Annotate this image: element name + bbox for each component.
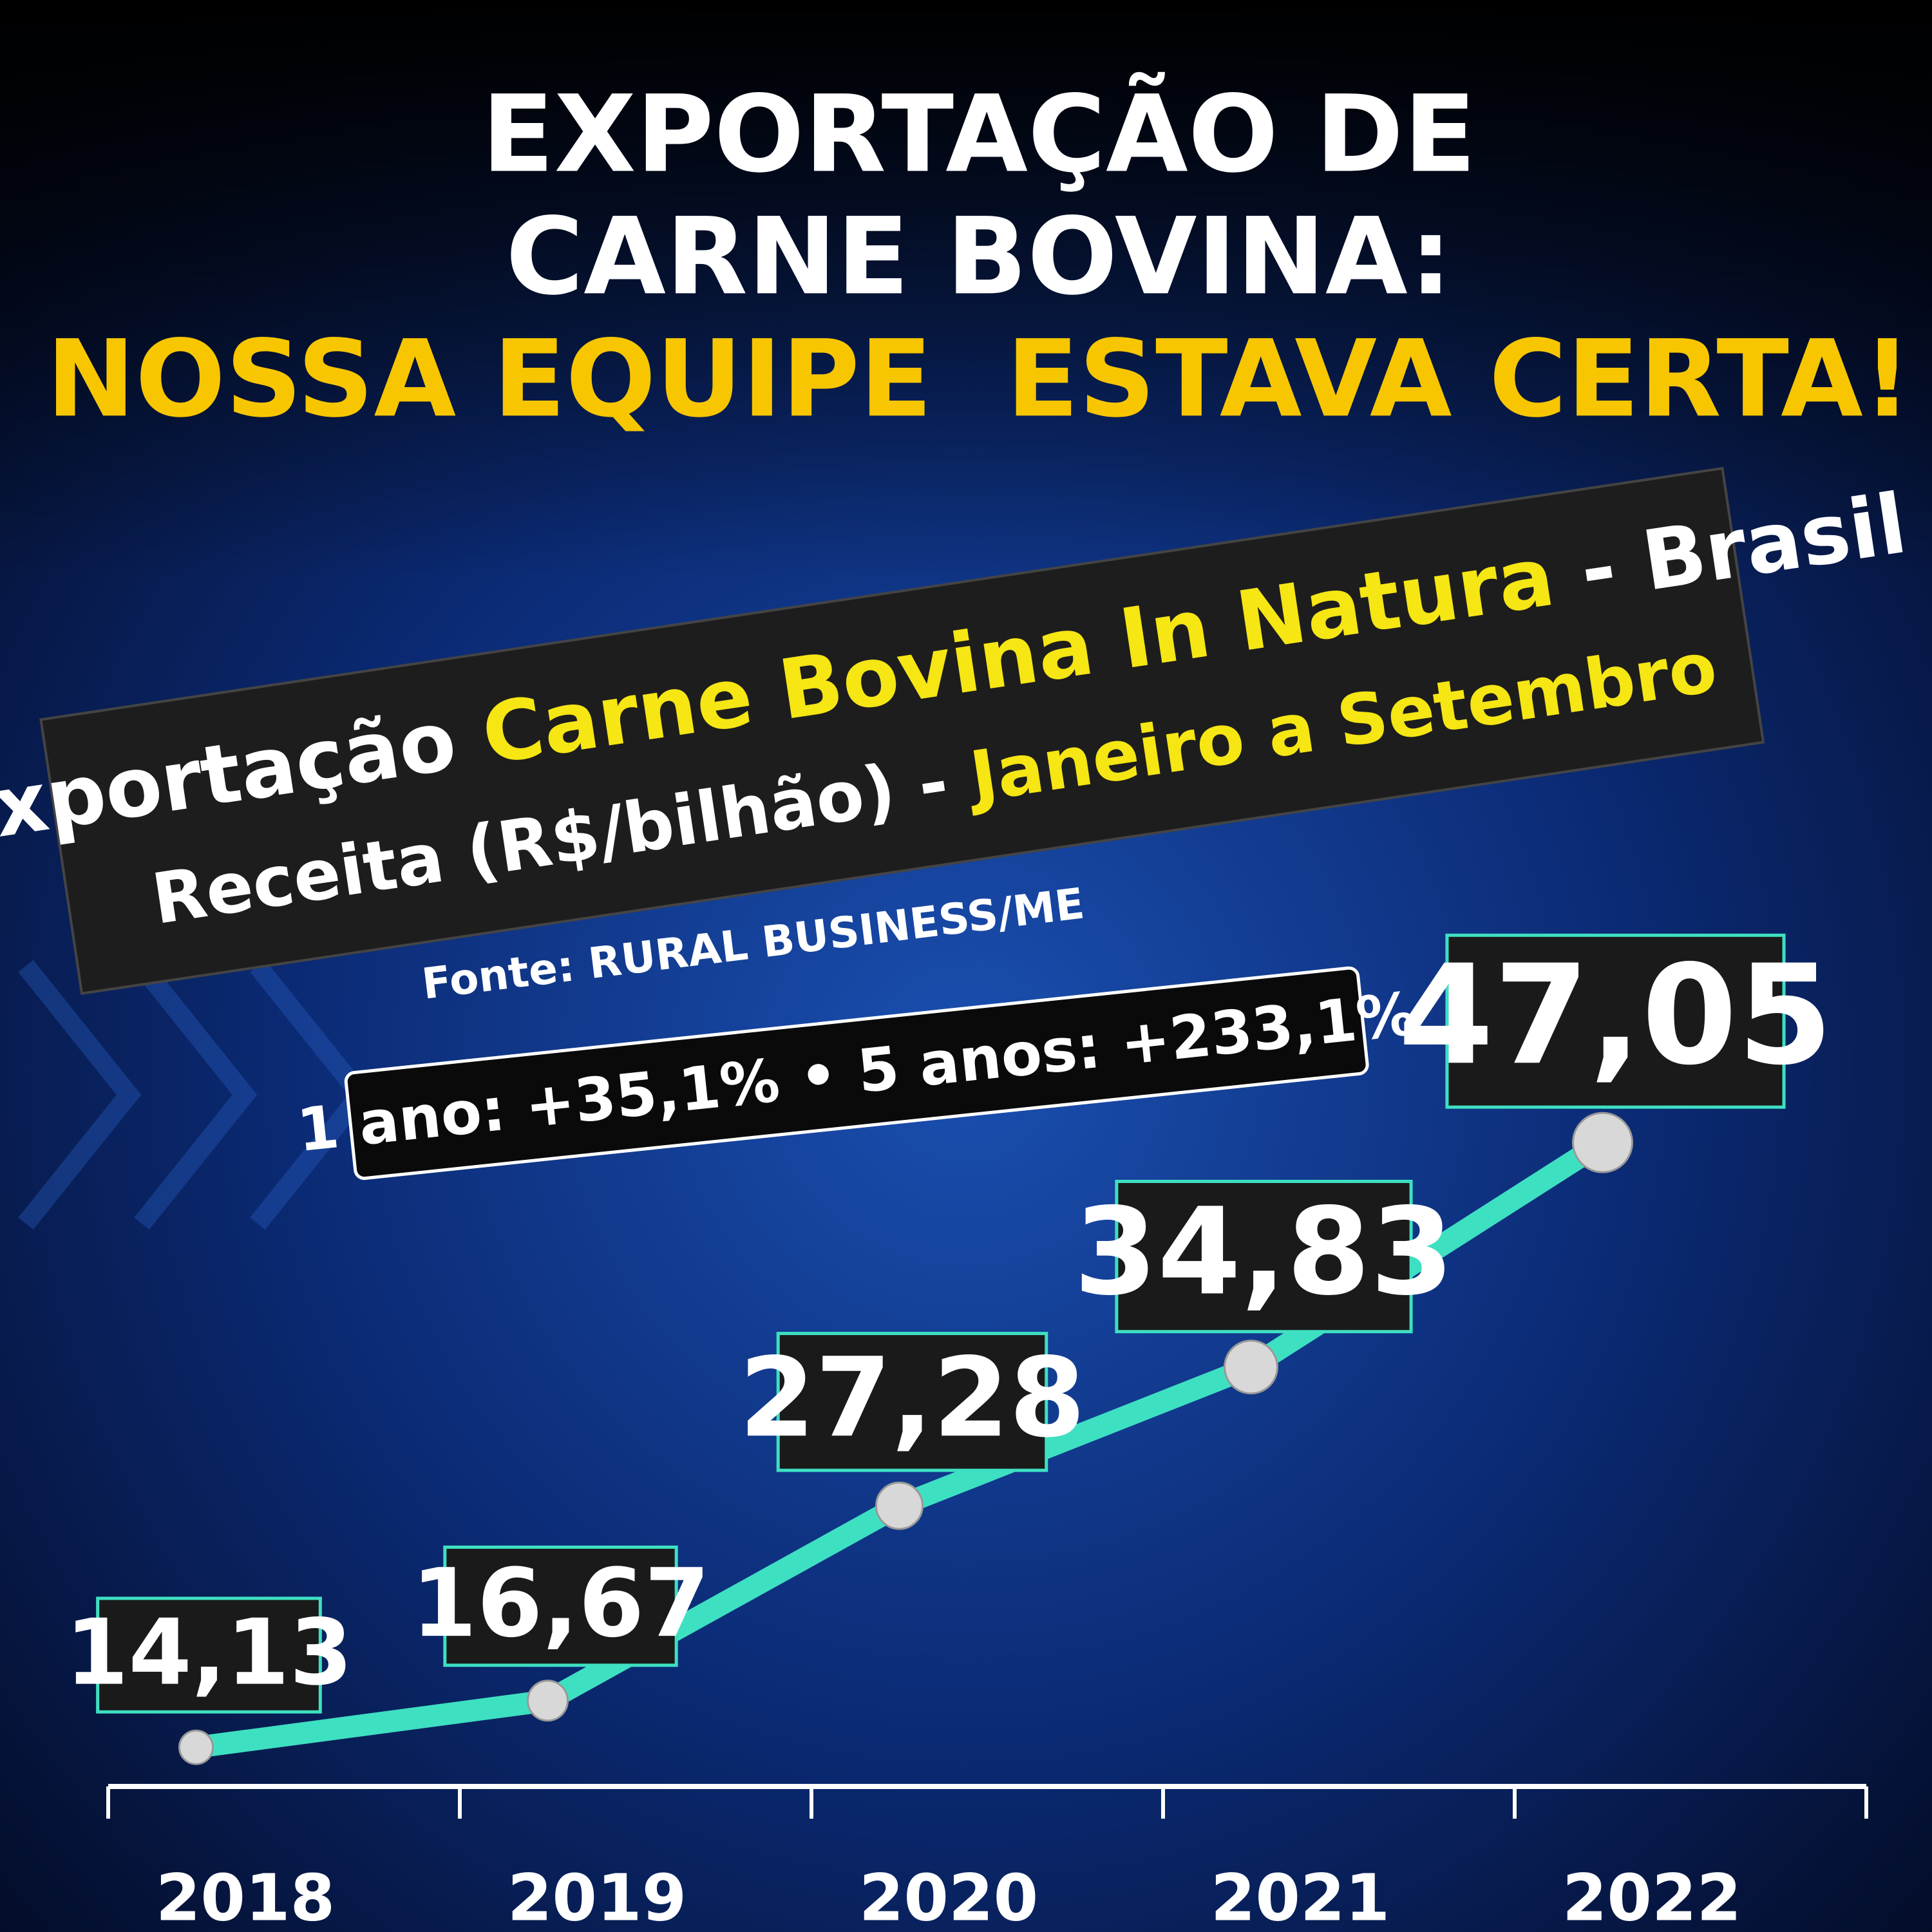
point <box>527 1680 569 1722</box>
value-label: 14,13 <box>65 1600 352 1706</box>
value-label: 47,05 <box>1398 936 1833 1095</box>
value-label: 27,28 <box>739 1334 1086 1462</box>
headline: EXPORTAÇÃO DE CARNE BOVINA: NOSSA EQUIPE… <box>46 71 1911 440</box>
banner-box <box>39 466 1765 995</box>
point <box>875 1481 923 1530</box>
point <box>1572 1112 1633 1173</box>
x-tick-label: 2020 <box>859 1860 1038 1932</box>
value-label: 34,83 <box>1074 1182 1454 1322</box>
annotation-frame <box>344 966 1369 1180</box>
point <box>178 1729 214 1765</box>
point <box>1224 1340 1278 1395</box>
x-tick-label: 2021 <box>1211 1860 1390 1932</box>
value-label: 16,67 <box>412 1548 710 1658</box>
x-tick-label: 2019 <box>507 1860 687 1932</box>
value-label-box <box>443 1545 678 1667</box>
headline-highlight: NOSSA EQUIPE ESTAVA CERTA! <box>46 317 1911 440</box>
value-label-box <box>1115 1179 1413 1334</box>
headline-line: CARNE BOVINA: <box>506 194 1452 318</box>
value-label-box <box>776 1332 1048 1472</box>
value-label-box <box>96 1596 322 1714</box>
value-label-box <box>1445 933 1786 1109</box>
x-tick-label: 2018 <box>156 1860 335 1932</box>
x-tick-label: 2022 <box>1562 1860 1741 1932</box>
headline-line: EXPORTAÇÃO DE <box>482 71 1476 196</box>
background-fade <box>0 0 1932 580</box>
